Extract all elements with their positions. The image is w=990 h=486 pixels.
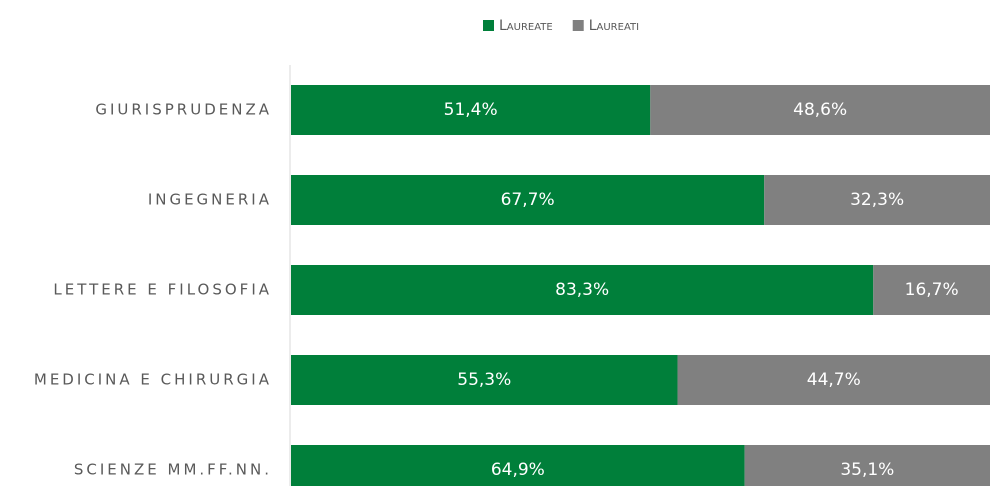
category-label: GIURISPRUDENZA	[95, 101, 272, 119]
value-label: 64,9%	[491, 460, 545, 480]
value-label: 35,1%	[840, 460, 894, 480]
bar-segment	[291, 355, 678, 405]
value-label: 67,7%	[501, 190, 555, 210]
bar-segment	[650, 85, 990, 135]
value-label: 83,3%	[555, 280, 609, 300]
bar-segment	[291, 445, 745, 486]
bar-segment	[677, 355, 990, 405]
value-label: 51,4%	[444, 100, 498, 120]
category-label: LETTERE E FILOSOFIA	[53, 281, 272, 299]
value-label: 32,3%	[850, 190, 904, 210]
category-label: SCIENZE MM.FF.NN.	[74, 461, 272, 479]
legend-label: Laureati	[589, 18, 639, 34]
bar-segment	[291, 175, 765, 225]
bar-segment	[744, 445, 990, 486]
value-label: 55,3%	[457, 370, 511, 390]
bar-segment	[291, 265, 874, 315]
bar-segment	[764, 175, 990, 225]
value-label: 16,7%	[905, 280, 959, 300]
category-label: INGEGNERIA	[148, 191, 272, 209]
legend-label: Laureate	[499, 18, 553, 34]
value-label: 44,7%	[807, 370, 861, 390]
bar-segment	[873, 265, 990, 315]
legend-swatch	[483, 20, 494, 31]
legend-swatch	[572, 20, 584, 31]
category-label: MEDICINA E CHIRURGIA	[34, 371, 272, 389]
bar-segment	[291, 85, 651, 135]
value-label: 48,6%	[793, 100, 847, 120]
